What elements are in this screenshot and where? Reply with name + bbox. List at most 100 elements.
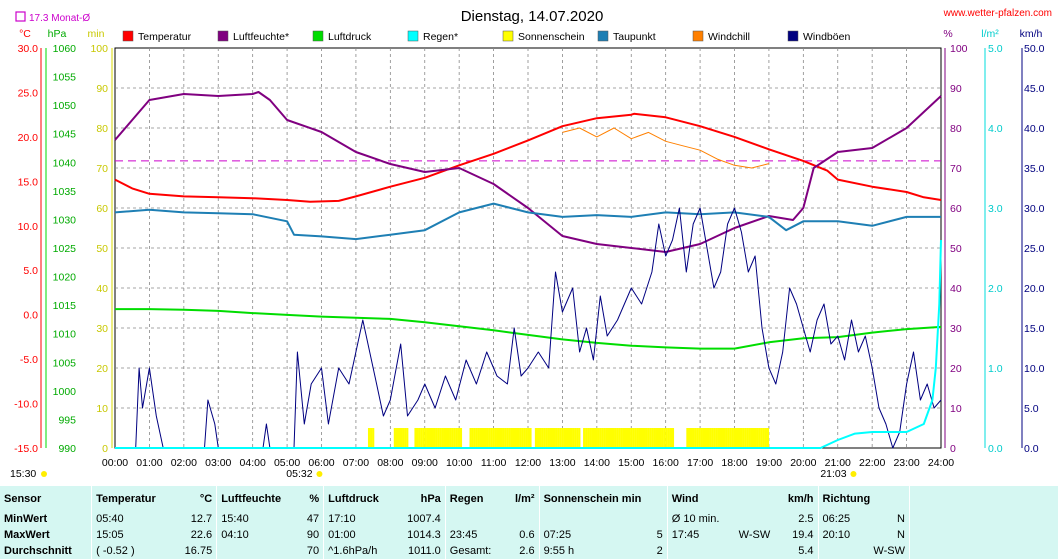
sunshine-bar <box>645 428 648 448</box>
sunshine-bar <box>614 428 617 448</box>
cell: N <box>897 529 905 542</box>
cell: 2.5 <box>798 513 814 526</box>
sunshine-bar <box>547 428 550 448</box>
cell: 2 <box>656 545 663 558</box>
hdr-hum: Luftfeuchte <box>216 486 299 512</box>
x-tick-label: 13:00 <box>549 457 575 469</box>
sunshine-bar <box>370 428 373 448</box>
cell: 9:55 h <box>538 543 633 559</box>
sunshine-bar <box>719 428 722 448</box>
tick-label-hpa: 1025 <box>53 243 77 255</box>
sunshine-bar <box>717 428 720 448</box>
sunshine-bar <box>642 428 646 448</box>
row-label: MaxWert <box>4 529 50 542</box>
tick-label-min: 100 <box>90 43 108 55</box>
cell: 23:45 <box>444 527 506 544</box>
sunshine-bar <box>519 428 522 448</box>
sunshine-bar <box>486 428 489 448</box>
sunshine-bar <box>593 428 596 448</box>
sunshine-bar <box>406 428 409 448</box>
cell: Gesamt: <box>444 543 506 559</box>
sunshine-bar <box>545 428 548 448</box>
sunshine-bar <box>603 428 606 448</box>
sunshine-bar <box>669 428 672 448</box>
sunshine-bar <box>665 428 668 448</box>
cell <box>632 511 667 527</box>
tick-label-hpa: 1015 <box>53 300 77 312</box>
chart-legend: Temperatur Luftfeuchte* Luftdruck Regen* Son… <box>122 30 850 43</box>
series-regen <box>115 239 942 449</box>
sunshine-bar <box>367 428 371 448</box>
sunshine-bar <box>746 428 749 448</box>
tick-label-hpa: 1020 <box>53 272 77 284</box>
axis-unit-label: °C <box>19 28 31 40</box>
tick-label-pct: 40 <box>950 283 962 295</box>
cell: 12.7 <box>190 513 213 526</box>
sunshine-bar <box>541 428 544 448</box>
sunshine-bar <box>742 428 745 448</box>
legend-label: Windböen <box>803 31 850 43</box>
legend-swatch <box>217 30 229 42</box>
tick-label-temp: 30.0 <box>18 43 39 55</box>
table-row: Durchschnitt ( -0.52 ) 16.75 70 ^1.6hPa/… <box>0 543 1058 559</box>
sunshine-bar <box>496 428 499 448</box>
tick-label-pct: 10 <box>950 403 962 415</box>
tick-label-wind: 40.0 <box>1024 123 1045 135</box>
hdr-wind: Wind <box>666 486 735 512</box>
cell <box>909 543 1058 559</box>
sunshine-bar <box>766 428 770 448</box>
tick-label-hpa: 1060 <box>53 43 77 55</box>
sunshine-bar <box>475 428 478 448</box>
tick-label-rain: 1.0 <box>988 363 1003 375</box>
cell: 70 <box>306 545 320 558</box>
tick-label-min: 60 <box>96 203 108 215</box>
sunshine-bar <box>661 428 664 448</box>
axis-unit-label: % <box>943 28 952 40</box>
sunshine-bar <box>655 428 658 448</box>
sunshine-bar <box>561 428 564 448</box>
tick-label-temp: -5.0 <box>20 354 38 366</box>
tick-label-hpa: 1040 <box>53 157 77 169</box>
sunshine-bar <box>471 428 474 448</box>
hdr-wind-unit: km/h <box>787 492 814 505</box>
cell: 17:10 <box>323 511 395 528</box>
tick-label-temp: 25.0 <box>18 87 39 99</box>
tick-label-wind: 0.0 <box>1024 443 1039 455</box>
x-tick-label: 19:00 <box>756 457 782 469</box>
sunshine-bar <box>483 428 487 448</box>
sunshine-bar <box>599 428 602 448</box>
tick-label-temp: 5.0 <box>23 265 38 277</box>
chart-series <box>114 91 942 449</box>
tick-label-min: 40 <box>96 283 108 295</box>
sunshine-bar <box>512 428 516 448</box>
sunshine-bar <box>700 428 703 448</box>
tick-label-temp: -10.0 <box>14 399 38 411</box>
sunshine-bar <box>428 428 432 448</box>
sunshine-bar <box>721 428 724 448</box>
x-tick-label: 16:00 <box>653 457 679 469</box>
sunshine-bar <box>455 428 458 448</box>
x-tick-label: 01:00 <box>136 457 162 469</box>
hdr-press-unit: hPa <box>420 492 441 505</box>
sunshine-bar <box>395 428 399 448</box>
tick-label-pct: 90 <box>950 83 962 95</box>
x-tick-label: 23:00 <box>893 457 919 469</box>
sunshine-bar <box>702 428 706 448</box>
sunshine-bar <box>574 428 577 448</box>
tick-label-min: 70 <box>96 163 108 175</box>
sunshine-bar <box>453 428 456 448</box>
monthly-avg-icon <box>15 11 26 22</box>
legend-label: Luftfeuchte* <box>233 31 289 43</box>
chart-grid <box>114 47 942 449</box>
x-tick-label: 21:00 <box>825 457 851 469</box>
sunshine-bar <box>651 428 654 448</box>
sunshine-bar <box>609 428 613 448</box>
cell: 5.4 <box>798 545 814 558</box>
tick-label-wind: 5.0 <box>1024 403 1039 415</box>
sunshine-bar <box>591 428 594 448</box>
sunshine-bar <box>372 428 375 448</box>
hdr-sensor: Sensor <box>4 492 42 505</box>
sunshine-bar <box>430 428 434 448</box>
sunshine-bar <box>589 428 592 448</box>
sunshine-bar <box>616 428 619 448</box>
